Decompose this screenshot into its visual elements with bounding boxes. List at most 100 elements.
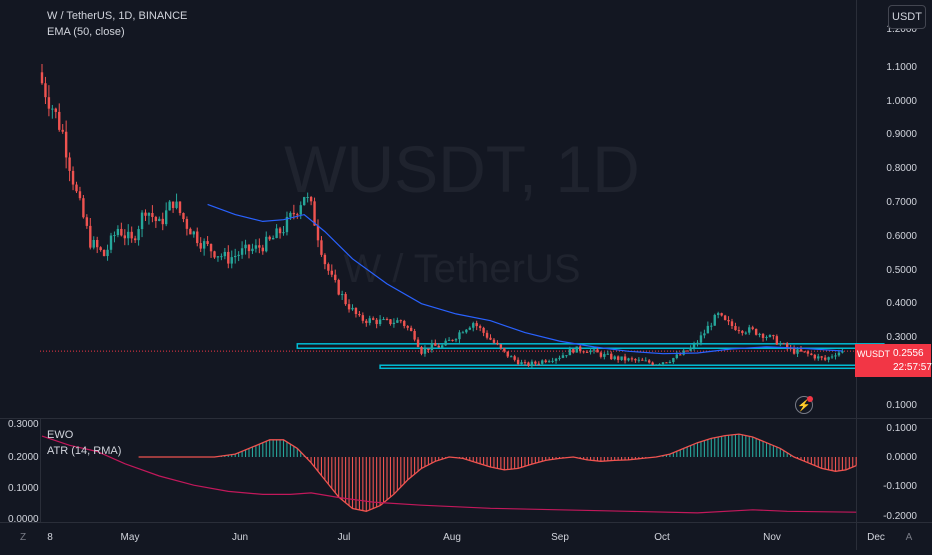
auto-scale-icon[interactable]: A bbox=[905, 531, 913, 543]
candle-body bbox=[85, 217, 89, 226]
candle-body bbox=[299, 205, 302, 215]
candle-body bbox=[375, 319, 378, 325]
price-tick-label: 0.6000 bbox=[886, 231, 917, 242]
candle-body bbox=[71, 170, 75, 185]
candle-body bbox=[78, 191, 82, 199]
candle-body bbox=[513, 356, 516, 360]
candle-body bbox=[813, 354, 816, 359]
candle-body bbox=[251, 248, 254, 252]
candle-body bbox=[244, 244, 247, 249]
candle-body bbox=[368, 318, 371, 323]
price-tag-countdown: 22:57:57 bbox=[893, 362, 932, 373]
candle-body bbox=[558, 357, 561, 359]
candle-body bbox=[706, 325, 710, 334]
candle-body bbox=[465, 329, 468, 333]
candle-body bbox=[58, 111, 61, 130]
candle-body bbox=[820, 356, 823, 358]
price-tick-label: 0.7000 bbox=[886, 197, 917, 208]
last-price-tag: WUSDT 0.2556 22:57:57 bbox=[855, 344, 932, 377]
candle-body bbox=[703, 333, 706, 336]
candle-body bbox=[137, 229, 140, 241]
ema-legend-label[interactable]: EMA (50, close) bbox=[47, 26, 125, 38]
candle-body bbox=[520, 362, 523, 365]
candle-body bbox=[399, 320, 402, 322]
candle-body bbox=[385, 319, 389, 321]
candle-body bbox=[303, 197, 306, 206]
candle-body bbox=[51, 108, 54, 110]
candle-body bbox=[741, 330, 744, 333]
candle-body bbox=[665, 362, 668, 364]
candle-body bbox=[406, 326, 409, 328]
candle-body bbox=[478, 326, 482, 328]
ewo-line bbox=[138, 433, 857, 512]
candle-body bbox=[427, 348, 430, 350]
candle-body bbox=[575, 346, 578, 353]
ewo-legend-label[interactable]: EWO bbox=[47, 429, 74, 441]
candle-body bbox=[423, 348, 427, 354]
candle-body bbox=[171, 201, 175, 208]
candle-body bbox=[644, 360, 647, 362]
candle-body bbox=[396, 320, 399, 323]
candle-body bbox=[596, 349, 599, 353]
candle-body bbox=[347, 304, 351, 310]
zoom-icon[interactable]: Z bbox=[19, 531, 27, 543]
ema-line bbox=[207, 203, 843, 355]
candle-body bbox=[268, 236, 271, 240]
candle-body bbox=[220, 256, 223, 258]
currency-button[interactable]: USDT bbox=[888, 5, 926, 29]
candle-body bbox=[447, 339, 451, 341]
candle-body bbox=[351, 307, 354, 310]
lightning-icon[interactable]: ⚡ bbox=[795, 396, 813, 414]
candle-body bbox=[237, 254, 240, 256]
candle-body bbox=[482, 327, 485, 333]
candle-body bbox=[817, 356, 820, 359]
notification-dot bbox=[807, 396, 813, 402]
candle-body bbox=[834, 355, 837, 357]
candle-body bbox=[810, 353, 813, 355]
candle-body bbox=[492, 339, 496, 343]
time-tick-label: 8 bbox=[47, 532, 53, 543]
price-tick-label: 0.1000 bbox=[886, 400, 917, 411]
atr-axis-label: 0.3000 bbox=[8, 419, 39, 430]
candle-body bbox=[530, 361, 534, 366]
candle-body bbox=[572, 349, 575, 353]
price-tick-label: 0.9000 bbox=[886, 129, 917, 140]
candle-body bbox=[772, 335, 775, 337]
price-tick-label: 0.5000 bbox=[886, 265, 917, 276]
symbol-title[interactable]: W / TetherUS, 1D, BINANCE bbox=[47, 10, 188, 22]
candle-body bbox=[561, 355, 565, 358]
candle-body bbox=[537, 363, 540, 365]
candle-body bbox=[527, 362, 530, 366]
candle-body bbox=[54, 108, 57, 112]
candle-body bbox=[282, 232, 285, 234]
candle-body bbox=[409, 327, 413, 331]
candle-body bbox=[616, 356, 620, 360]
candle-body bbox=[668, 362, 672, 364]
candle-body bbox=[444, 340, 447, 346]
candle-body bbox=[403, 321, 406, 327]
atr-axis-label: 0.0000 bbox=[8, 514, 39, 525]
price-tick-label: 1.2000 bbox=[886, 24, 917, 35]
candle-body bbox=[454, 339, 458, 341]
candle-body bbox=[437, 345, 440, 348]
candle-body bbox=[206, 241, 209, 244]
candle-body bbox=[144, 212, 147, 216]
candle-body bbox=[658, 364, 661, 366]
candle-body bbox=[154, 216, 158, 222]
candle-body bbox=[837, 352, 841, 356]
candle-body bbox=[765, 337, 768, 339]
candle-body bbox=[247, 244, 251, 252]
candle-body bbox=[240, 248, 244, 255]
atr-legend-label[interactable]: ATR (14, RMA) bbox=[47, 445, 122, 457]
candle-body bbox=[568, 349, 572, 356]
candle-body bbox=[613, 356, 616, 360]
candle-body bbox=[289, 212, 292, 217]
candle-body bbox=[547, 361, 551, 363]
candle-body bbox=[372, 318, 375, 320]
candle-body bbox=[296, 214, 299, 216]
candle-body bbox=[544, 360, 547, 363]
candle-body bbox=[165, 210, 168, 225]
candle-body bbox=[782, 343, 785, 345]
